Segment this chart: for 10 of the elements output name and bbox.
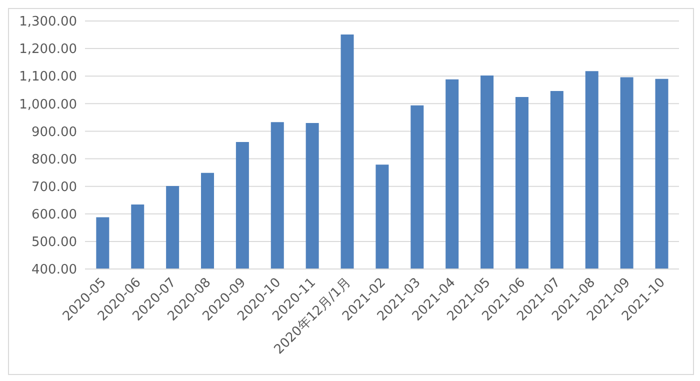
y-tick-label: 1,100.00 <box>19 70 77 85</box>
y-tick-label: 600.00 <box>32 208 77 223</box>
y-tick-label: 500.00 <box>32 235 77 250</box>
y-tick-label: 700.00 <box>32 180 77 195</box>
y-tick-label: 1,300.00 <box>19 14 77 30</box>
y-tick-label: 400.00 <box>32 262 77 278</box>
y-tick-label: 800.00 <box>32 152 77 168</box>
y-tick-label: 1,000.00 <box>19 97 77 112</box>
y-tick-label: 1,200.00 <box>19 42 77 58</box>
y-tick-label: 900.00 <box>32 124 77 140</box>
